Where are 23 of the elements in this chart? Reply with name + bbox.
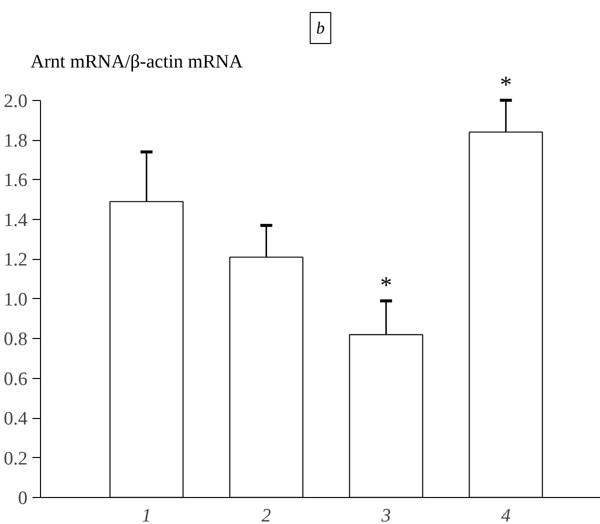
y-tick-label: 0.4 xyxy=(4,408,28,430)
chart-title: b xyxy=(316,18,325,38)
y-tick-label: 0.2 xyxy=(4,448,28,470)
y-tick-label: 1.2 xyxy=(4,250,28,271)
y-tick-label: 1.0 xyxy=(4,289,28,310)
bar xyxy=(468,131,544,498)
y-tick-label: 0 xyxy=(18,488,28,509)
y-tick-label: 2.0 xyxy=(4,90,28,112)
y-tick-label: 1.8 xyxy=(4,130,28,152)
annotation: * xyxy=(380,272,392,299)
bar xyxy=(109,200,184,498)
x-tick-label: 4 xyxy=(501,506,512,524)
y-tick-label: 0.6 xyxy=(4,368,28,390)
x-tick-label: 3 xyxy=(380,506,391,524)
bar xyxy=(229,256,304,498)
y-tick-label: 0.8 xyxy=(4,329,28,350)
x-tick-label: 1 xyxy=(142,506,152,524)
y-axis-title: Arnt mRNA/β-actin mRNA xyxy=(30,52,244,72)
y-tick-label: 1.4 xyxy=(4,210,28,231)
x-tick-label: 2 xyxy=(262,506,272,524)
annotation: * xyxy=(500,72,512,98)
bar xyxy=(348,334,424,498)
y-tick-label: 1.6 xyxy=(4,170,28,192)
